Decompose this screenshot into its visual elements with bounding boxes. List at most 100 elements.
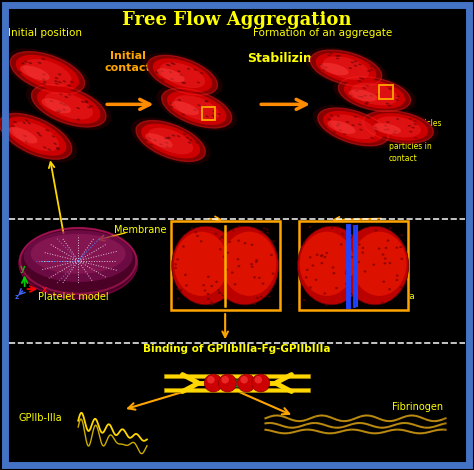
Ellipse shape: [328, 120, 356, 134]
Ellipse shape: [244, 242, 246, 244]
Ellipse shape: [322, 70, 326, 71]
Ellipse shape: [361, 78, 365, 79]
Ellipse shape: [54, 80, 58, 82]
Bar: [202, 107, 215, 120]
Circle shape: [237, 374, 255, 392]
Ellipse shape: [25, 141, 28, 143]
Ellipse shape: [351, 83, 398, 105]
Circle shape: [204, 374, 222, 392]
Ellipse shape: [165, 146, 169, 148]
Ellipse shape: [12, 121, 59, 151]
Ellipse shape: [154, 139, 157, 141]
Ellipse shape: [351, 124, 355, 126]
Ellipse shape: [393, 131, 397, 132]
Ellipse shape: [131, 118, 210, 164]
Ellipse shape: [231, 272, 234, 274]
Ellipse shape: [332, 272, 335, 274]
Ellipse shape: [323, 56, 369, 80]
Ellipse shape: [193, 109, 197, 111]
Ellipse shape: [363, 87, 366, 89]
Ellipse shape: [270, 254, 273, 256]
Ellipse shape: [142, 52, 223, 98]
Ellipse shape: [375, 121, 378, 123]
Ellipse shape: [335, 55, 339, 57]
Ellipse shape: [164, 138, 167, 140]
Ellipse shape: [369, 66, 373, 67]
Ellipse shape: [262, 282, 264, 285]
Ellipse shape: [203, 290, 206, 292]
Ellipse shape: [225, 227, 228, 230]
Ellipse shape: [261, 231, 264, 233]
Ellipse shape: [349, 95, 353, 96]
Ellipse shape: [193, 69, 197, 71]
Ellipse shape: [386, 103, 389, 104]
Ellipse shape: [170, 78, 173, 80]
Ellipse shape: [212, 110, 216, 113]
Text: Initial position: Initial position: [8, 28, 82, 38]
Ellipse shape: [392, 133, 396, 134]
Ellipse shape: [171, 63, 174, 64]
Ellipse shape: [182, 82, 186, 84]
Ellipse shape: [187, 68, 190, 70]
Ellipse shape: [176, 258, 179, 260]
Ellipse shape: [177, 135, 180, 137]
Ellipse shape: [174, 232, 228, 296]
Ellipse shape: [395, 99, 399, 101]
Ellipse shape: [0, 110, 77, 163]
Circle shape: [252, 374, 270, 392]
Ellipse shape: [76, 118, 80, 121]
Ellipse shape: [413, 123, 417, 125]
Ellipse shape: [354, 61, 357, 63]
Ellipse shape: [303, 241, 306, 243]
Ellipse shape: [186, 137, 189, 139]
Ellipse shape: [365, 102, 369, 103]
Ellipse shape: [167, 137, 171, 139]
Ellipse shape: [361, 251, 364, 254]
Ellipse shape: [19, 228, 137, 298]
Ellipse shape: [194, 231, 197, 233]
Ellipse shape: [11, 125, 15, 127]
Ellipse shape: [172, 226, 239, 305]
Ellipse shape: [358, 108, 438, 146]
Ellipse shape: [272, 273, 274, 275]
Ellipse shape: [396, 274, 399, 277]
Ellipse shape: [159, 143, 163, 145]
Ellipse shape: [148, 128, 193, 154]
Ellipse shape: [228, 241, 231, 243]
Ellipse shape: [59, 93, 63, 95]
Ellipse shape: [389, 262, 392, 264]
Ellipse shape: [18, 71, 22, 73]
Ellipse shape: [147, 55, 218, 95]
Ellipse shape: [70, 81, 73, 83]
Ellipse shape: [45, 92, 93, 119]
Ellipse shape: [182, 133, 186, 135]
Ellipse shape: [204, 106, 208, 108]
Ellipse shape: [323, 292, 326, 295]
Ellipse shape: [370, 69, 374, 71]
Ellipse shape: [384, 258, 387, 260]
Bar: [231, 382, 243, 385]
Ellipse shape: [87, 106, 91, 109]
Ellipse shape: [227, 251, 229, 254]
Text: Free Flow Aggregation: Free Flow Aggregation: [122, 11, 352, 29]
Ellipse shape: [169, 71, 173, 73]
Ellipse shape: [255, 261, 258, 263]
Ellipse shape: [27, 122, 31, 125]
Ellipse shape: [409, 118, 412, 119]
Ellipse shape: [346, 121, 349, 123]
Ellipse shape: [160, 70, 164, 72]
Ellipse shape: [207, 293, 210, 295]
Ellipse shape: [64, 96, 68, 98]
Ellipse shape: [42, 83, 46, 86]
Ellipse shape: [337, 226, 339, 228]
Ellipse shape: [178, 99, 181, 101]
Ellipse shape: [136, 120, 205, 162]
Ellipse shape: [237, 258, 239, 260]
Ellipse shape: [354, 65, 357, 67]
Ellipse shape: [384, 247, 387, 249]
Ellipse shape: [414, 137, 418, 139]
Ellipse shape: [222, 232, 276, 296]
Bar: [231, 379, 243, 387]
Ellipse shape: [336, 58, 339, 59]
Ellipse shape: [364, 95, 367, 96]
